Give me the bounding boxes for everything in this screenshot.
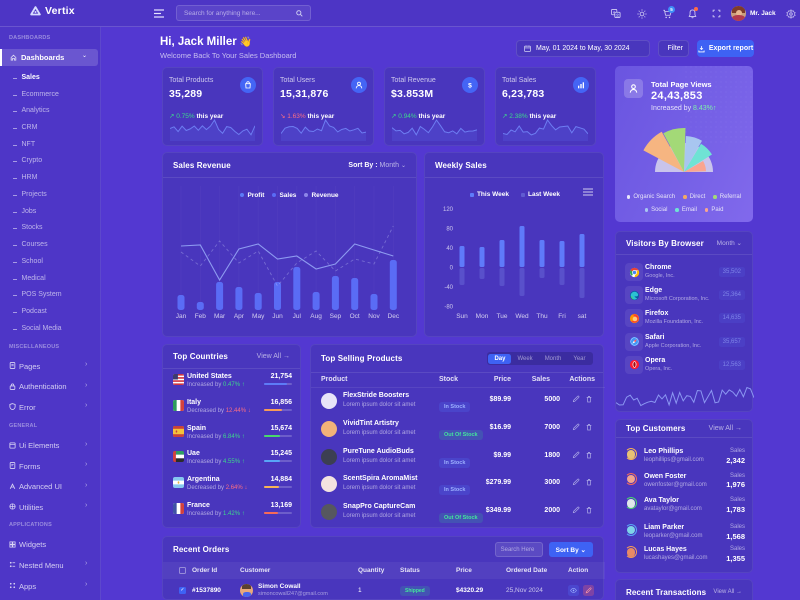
svg-text:Dec: Dec <box>388 313 400 320</box>
svg-text:80: 80 <box>446 227 453 233</box>
svg-text:Nov: Nov <box>368 313 380 320</box>
svg-text:-80: -80 <box>444 305 453 311</box>
svg-text:Mon: Mon <box>476 313 489 320</box>
svg-text:Feb: Feb <box>195 313 207 320</box>
svg-text:40: 40 <box>446 246 453 252</box>
svg-text:Oct: Oct <box>350 313 360 320</box>
svg-text:Jul: Jul <box>293 313 302 320</box>
svg-text:A: A <box>613 11 616 15</box>
svg-text:Mar: Mar <box>214 313 226 320</box>
svg-text:sat: sat <box>578 313 587 320</box>
svg-text:文: 文 <box>616 13 620 18</box>
svg-text:May: May <box>252 313 265 320</box>
svg-text:-40: -40 <box>444 285 453 291</box>
svg-text:Jan: Jan <box>176 313 187 320</box>
svg-text:Thu: Thu <box>536 313 548 320</box>
svg-text:120: 120 <box>443 207 454 213</box>
svg-text:Sun: Sun <box>456 313 468 320</box>
svg-text:0: 0 <box>450 266 454 272</box>
svg-text:Sep: Sep <box>330 313 342 320</box>
svg-text:Aug: Aug <box>310 313 322 320</box>
svg-text:Jun: Jun <box>272 313 283 320</box>
svg-text:Apr: Apr <box>234 313 245 320</box>
svg-text:Fri: Fri <box>558 313 566 320</box>
svg-text:Tue: Tue <box>497 313 508 320</box>
svg-text:$: $ <box>468 82 472 89</box>
svg-text:Wed: Wed <box>515 313 529 320</box>
